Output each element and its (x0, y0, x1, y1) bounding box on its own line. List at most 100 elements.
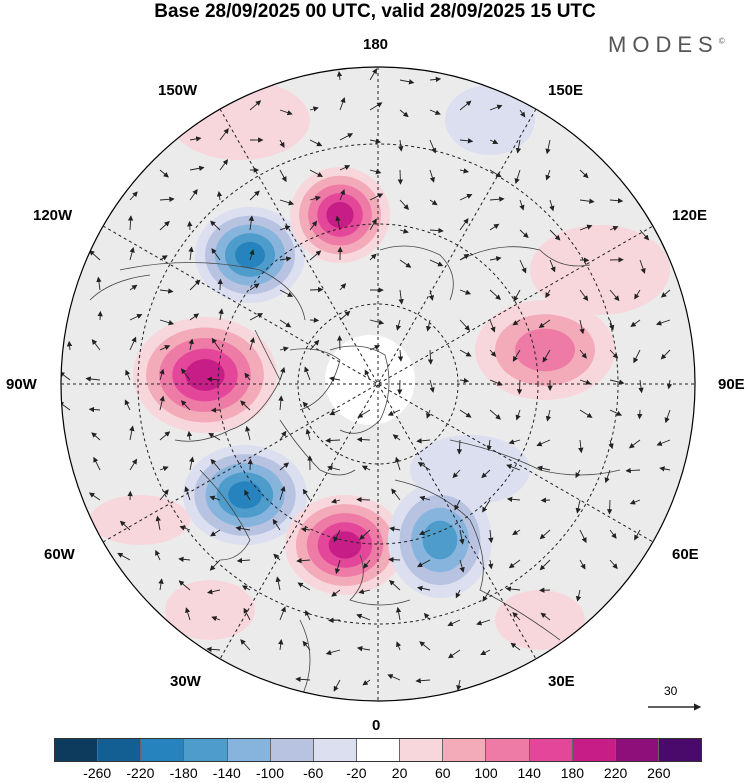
wind-vector (159, 196, 175, 202)
wind-vector (249, 337, 255, 351)
wind-vector (515, 139, 522, 154)
wind-vector (447, 619, 461, 627)
wind-vector (279, 289, 294, 297)
wind-vector (339, 133, 354, 141)
wind-vector (396, 641, 402, 651)
lon-label-120e: 120E (672, 207, 708, 224)
wind-vector (189, 188, 198, 201)
wind-vector (609, 289, 620, 302)
wind-vector (331, 498, 341, 504)
colorbar-bin-9 (442, 739, 486, 761)
wind-vector (429, 76, 442, 83)
lon-label-120w: 120W (33, 207, 73, 224)
wind-vector (279, 462, 290, 471)
wind-vector (159, 319, 175, 326)
wind-vector (305, 609, 311, 621)
wind-vector (369, 319, 385, 325)
colorbar-tick-1: -220 (126, 765, 155, 781)
wind-vector (487, 559, 494, 570)
wind-vector (455, 589, 461, 599)
colorbar-bin-10 (485, 739, 529, 761)
lon-label-60e: 60E (672, 546, 699, 563)
wind-vector (309, 195, 321, 202)
wind-vector (416, 438, 431, 444)
wind-vector (279, 430, 287, 441)
wind-vector (249, 313, 264, 321)
colorbar-tick-3: -140 (212, 765, 241, 781)
wind-vector (630, 319, 641, 328)
coast-alaska-west (89, 274, 151, 301)
wind-vector (279, 606, 286, 621)
wind-vector (659, 466, 671, 472)
wind-vector (516, 379, 523, 395)
wind-vector (625, 467, 641, 474)
wind-vector (429, 139, 437, 154)
anomaly-patch-1 (445, 85, 535, 155)
wind-vector (295, 676, 311, 682)
wind-vector (575, 589, 582, 602)
wind-vector (91, 432, 101, 441)
wind-vector (459, 289, 472, 295)
colorbar-tick-9: 100 (474, 765, 498, 781)
lon-label-60w: 60W (44, 546, 75, 563)
wind-vector (278, 395, 284, 411)
wind-vector (579, 379, 592, 385)
wind-vector (249, 283, 260, 291)
wind-vector (628, 439, 641, 449)
wind-vector (609, 409, 623, 416)
wind-vector (633, 349, 641, 364)
coast-alaska-canada (119, 262, 306, 321)
wind-vector (158, 578, 164, 591)
wind-vector (579, 319, 585, 335)
colorbar-tick-6: -20 (346, 765, 367, 781)
wind-vector (486, 439, 492, 451)
wind-vector (124, 399, 131, 411)
wind-vector (481, 469, 491, 479)
wind-vector (579, 224, 593, 231)
wind-vector (236, 557, 251, 564)
wind-vector (575, 469, 581, 479)
wind-vector (159, 288, 174, 294)
wind-vector (399, 109, 409, 118)
wind-vector (637, 409, 643, 420)
wind-vector (241, 585, 251, 591)
anomaly-patch-4 (495, 590, 585, 650)
lon-label-30e: 30E (548, 673, 575, 690)
wind-vector (304, 366, 311, 381)
wind-vector (505, 586, 521, 592)
wind-vector (427, 349, 434, 365)
wind-vector (447, 649, 461, 659)
wind-vector (609, 559, 618, 570)
anomaly-patch-3 (90, 495, 190, 545)
wind-vector (489, 104, 503, 111)
wind-vector (660, 349, 671, 360)
wind-vector (397, 349, 404, 362)
wind-vector (89, 250, 101, 261)
wind-vector (362, 679, 371, 686)
wind-vector (278, 639, 284, 651)
wind-vector (399, 79, 415, 85)
modes-logo: MODES© (608, 32, 725, 58)
wind-vector (459, 138, 474, 144)
wind-vector (545, 139, 551, 155)
wind-vector (510, 642, 521, 651)
wind-vector (309, 286, 324, 293)
wind-vector (309, 339, 320, 351)
wind-vector (609, 379, 625, 385)
wind-vector (159, 466, 169, 472)
wind-vector (331, 589, 341, 597)
wind-vector (480, 649, 491, 656)
wind-vector (459, 319, 471, 331)
colorbar-bin-6 (312, 739, 356, 761)
wind-vector (279, 199, 295, 206)
wind-vector (329, 376, 341, 382)
wind-vector (300, 526, 311, 533)
wind-vector (579, 198, 595, 204)
wind-vector (537, 465, 551, 471)
colorbar-bin-0 (55, 739, 98, 761)
wind-vector (519, 199, 525, 211)
wind-vector (488, 529, 494, 544)
wind-vector (634, 289, 641, 300)
wind-vector (247, 458, 253, 471)
